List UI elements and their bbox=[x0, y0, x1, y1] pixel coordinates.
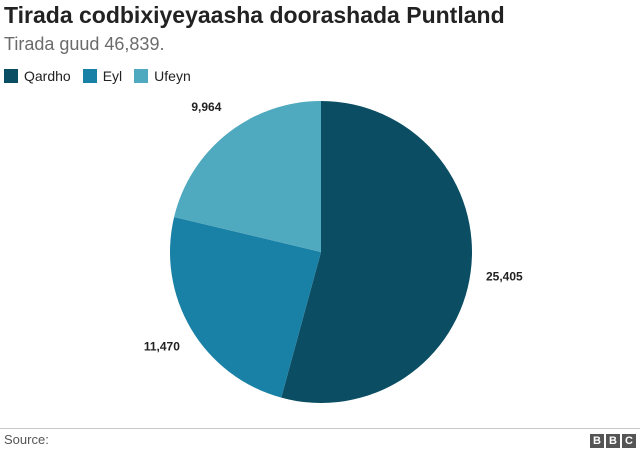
pie-slice-eyl bbox=[170, 216, 321, 398]
bbc-logo-block: B bbox=[590, 434, 604, 448]
pie-chart: 25,405 11,470 9,964 bbox=[144, 100, 523, 403]
legend-item-qardho: Qardho bbox=[4, 68, 71, 84]
legend-label-ufeyn: Ufeyn bbox=[154, 68, 191, 84]
source-divider bbox=[0, 428, 640, 429]
legend-label-eyl: Eyl bbox=[102, 68, 123, 84]
chart-subtitle: Tirada guud 46,839. bbox=[4, 34, 165, 54]
legend: Qardho Eyl Ufeyn bbox=[4, 68, 203, 84]
legend-item-ufeyn: Ufeyn bbox=[134, 68, 191, 84]
pie-value-label-eyl: 11,470 bbox=[144, 339, 180, 353]
legend-swatch-qardho bbox=[4, 69, 18, 83]
source-label: Source: bbox=[4, 432, 49, 447]
legend-label-qardho: Qardho bbox=[24, 68, 71, 84]
chart-title: Tirada codbixiyeyaasha doorashada Puntla… bbox=[4, 2, 505, 28]
legend-item-eyl: Eyl bbox=[82, 68, 123, 84]
bbc-logo: B B C bbox=[588, 434, 636, 448]
legend-swatch-eyl bbox=[82, 69, 97, 83]
bbc-logo-block: C bbox=[622, 434, 636, 448]
pie-slices bbox=[170, 101, 473, 403]
pie-value-label-ufeyn: 9,964 bbox=[191, 100, 221, 114]
legend-swatch-ufeyn bbox=[134, 69, 149, 83]
pie-slice-qardho bbox=[281, 101, 473, 403]
pie-value-labels: 25,405 11,470 9,964 bbox=[144, 100, 523, 354]
bbc-logo-block: B bbox=[606, 434, 620, 448]
pie-slice-ufeyn bbox=[174, 101, 321, 252]
pie-value-label-qardho: 25,405 bbox=[486, 270, 523, 284]
